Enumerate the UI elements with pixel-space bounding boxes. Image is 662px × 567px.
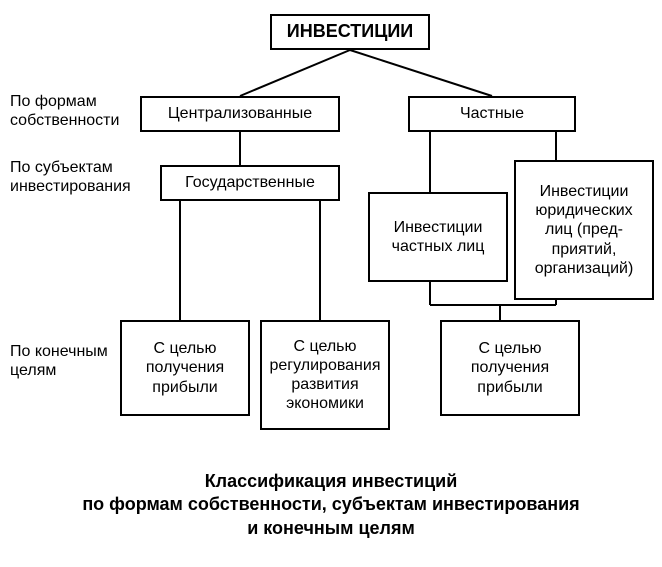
- node-root-label: ИНВЕСТИЦИИ: [287, 21, 413, 43]
- row-label-ownership: По формам собственности: [10, 92, 140, 130]
- row-label-goals: По конеч­ным целям: [10, 342, 120, 380]
- caption-line-3: и конечным целям: [0, 517, 662, 540]
- diagram-caption: Классификация инвестиций по формам собст…: [0, 470, 662, 540]
- node-centralized: Централизованные: [140, 96, 340, 132]
- row-label-subjects-text: По субъектам инвестирова­ния: [10, 159, 131, 195]
- node-goal-profit-2: С целью получения прибыли: [440, 320, 580, 416]
- node-centralized-label: Централизованные: [168, 104, 312, 123]
- node-goal-profit-1: С целью получения прибыли: [120, 320, 250, 416]
- node-state: Государственные: [160, 165, 340, 201]
- node-goal-profit-2-label: С целью получения прибыли: [446, 339, 574, 397]
- node-root: ИНВЕСТИЦИИ: [270, 14, 430, 50]
- node-individuals-label: Инвестиции частных лиц: [374, 218, 502, 256]
- node-goal-regulation-label: С целью регулирова­ния развития экономик…: [266, 337, 384, 414]
- caption-line-1: Классификация инвестиций: [0, 470, 662, 493]
- node-goal-regulation: С целью регулирова­ния развития экономик…: [260, 320, 390, 430]
- node-legal-entities: Инвестиции юридических лиц (пред­приятий…: [514, 160, 654, 300]
- node-state-label: Государственные: [185, 173, 315, 192]
- row-label-subjects: По субъектам инвестирова­ния: [10, 158, 140, 196]
- caption-line-2: по формам собственности, субъектам инвес…: [0, 493, 662, 516]
- row-label-goals-text: По конеч­ным целям: [10, 343, 108, 379]
- node-private: Частные: [408, 96, 576, 132]
- node-individuals: Инвестиции частных лиц: [368, 192, 508, 282]
- node-goal-profit-1-label: С целью получения прибыли: [126, 339, 244, 397]
- node-legal-entities-label: Инвестиции юридических лиц (пред­приятий…: [520, 182, 648, 278]
- row-label-ownership-text: По формам собственности: [10, 93, 119, 129]
- node-private-label: Частные: [460, 104, 524, 123]
